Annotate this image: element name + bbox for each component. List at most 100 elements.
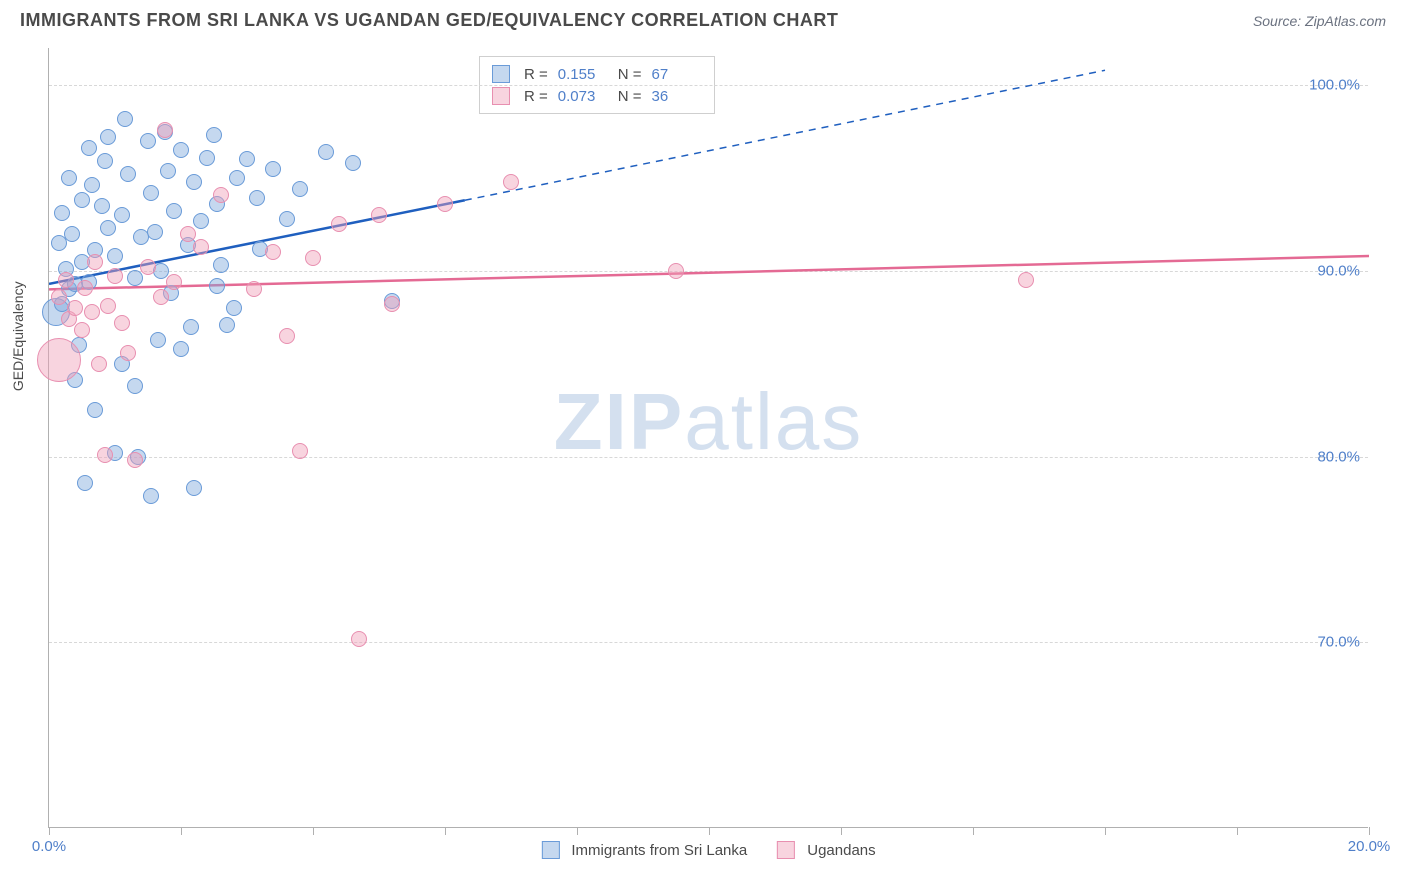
x-tick <box>577 827 578 835</box>
correlation-chart: GED/Equivalency ZIPatlas R =0.155N =67R … <box>48 48 1368 828</box>
data-point <box>74 322 90 338</box>
data-point <box>668 263 684 279</box>
data-point <box>292 443 308 459</box>
gridline <box>49 457 1368 458</box>
data-point <box>213 187 229 203</box>
data-point <box>279 328 295 344</box>
x-tick <box>313 827 314 835</box>
data-point <box>193 239 209 255</box>
data-point <box>87 254 103 270</box>
series-legend: Immigrants from Sri Lanka Ugandans <box>541 841 875 859</box>
data-point <box>239 151 255 167</box>
data-point <box>87 402 103 418</box>
data-point <box>37 338 81 382</box>
data-point <box>143 185 159 201</box>
data-point <box>140 259 156 275</box>
data-point <box>58 272 74 288</box>
data-point <box>229 170 245 186</box>
x-tick <box>973 827 974 835</box>
data-point <box>94 198 110 214</box>
data-point <box>265 244 281 260</box>
data-point <box>1018 272 1034 288</box>
stat-n-label: N = <box>618 88 642 105</box>
legend-swatch <box>492 87 510 105</box>
gridline <box>49 85 1368 86</box>
data-point <box>127 452 143 468</box>
data-point <box>173 142 189 158</box>
data-point <box>351 631 367 647</box>
stat-n-value: 36 <box>652 88 702 105</box>
y-tick-label: 90.0% <box>1317 262 1360 279</box>
data-point <box>91 356 107 372</box>
data-point <box>213 257 229 273</box>
data-point <box>120 345 136 361</box>
legend-swatch <box>541 841 559 859</box>
data-point <box>117 111 133 127</box>
data-point <box>97 447 113 463</box>
stat-r-value: 0.073 <box>558 88 608 105</box>
data-point <box>279 211 295 227</box>
data-point <box>143 488 159 504</box>
y-tick-label: 100.0% <box>1309 77 1360 94</box>
data-point <box>84 304 100 320</box>
legend-item: Immigrants from Sri Lanka <box>541 841 747 859</box>
data-point <box>246 281 262 297</box>
data-point <box>107 268 123 284</box>
data-point <box>77 475 93 491</box>
x-tick <box>1237 827 1238 835</box>
x-tick <box>709 827 710 835</box>
y-tick-label: 80.0% <box>1317 448 1360 465</box>
x-tick <box>445 827 446 835</box>
gridline <box>49 271 1368 272</box>
data-point <box>150 332 166 348</box>
x-tick <box>49 827 50 835</box>
data-point <box>51 235 67 251</box>
stats-legend-row: R =0.155N =67 <box>492 63 702 85</box>
watermark-light: atlas <box>684 377 863 466</box>
data-point <box>503 174 519 190</box>
data-point <box>219 317 235 333</box>
data-point <box>226 300 242 316</box>
plot-area: ZIPatlas R =0.155N =67R =0.073N =36 Immi… <box>48 48 1368 828</box>
data-point <box>166 274 182 290</box>
data-point <box>100 298 116 314</box>
data-point <box>206 127 222 143</box>
data-point <box>199 150 215 166</box>
x-tick <box>1369 827 1370 835</box>
data-point <box>54 205 70 221</box>
legend-label: Ugandans <box>807 842 875 859</box>
stat-r-label: R = <box>524 88 548 105</box>
data-point <box>77 280 93 296</box>
data-point <box>127 270 143 286</box>
data-point <box>97 153 113 169</box>
x-tick <box>181 827 182 835</box>
data-point <box>180 226 196 242</box>
data-point <box>157 122 173 138</box>
data-point <box>384 296 400 312</box>
data-point <box>100 220 116 236</box>
data-point <box>318 144 334 160</box>
watermark: ZIPatlas <box>554 376 863 468</box>
chart-title: IMMIGRANTS FROM SRI LANKA VS UGANDAN GED… <box>20 10 838 31</box>
data-point <box>61 170 77 186</box>
x-tick <box>841 827 842 835</box>
data-point <box>249 190 265 206</box>
data-point <box>166 203 182 219</box>
data-point <box>183 319 199 335</box>
x-tick <box>1105 827 1106 835</box>
data-point <box>147 224 163 240</box>
stat-n-value: 67 <box>652 66 702 83</box>
data-point <box>64 226 80 242</box>
y-axis-label: GED/Equivalency <box>10 281 26 391</box>
x-tick-label: 0.0% <box>32 838 66 855</box>
data-point <box>74 192 90 208</box>
data-point <box>186 174 202 190</box>
stat-r-value: 0.155 <box>558 66 608 83</box>
data-point <box>305 250 321 266</box>
data-point <box>186 480 202 496</box>
data-point <box>153 289 169 305</box>
legend-label: Immigrants from Sri Lanka <box>571 842 747 859</box>
data-point <box>84 177 100 193</box>
legend-swatch <box>777 841 795 859</box>
data-point <box>209 278 225 294</box>
